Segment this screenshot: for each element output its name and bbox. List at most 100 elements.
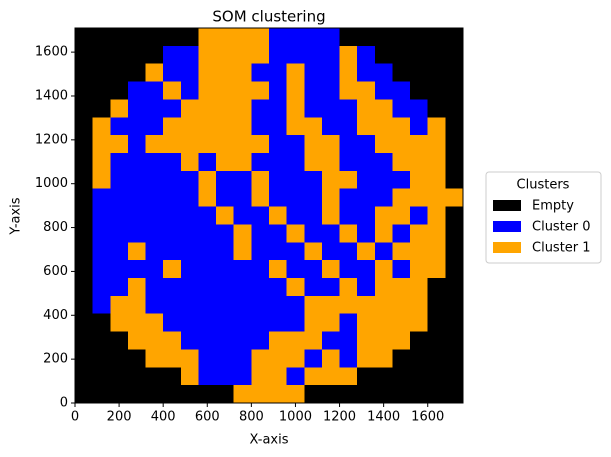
cell: [269, 170, 288, 190]
cell: [251, 331, 270, 350]
cell: [251, 28, 270, 47]
cell: [392, 63, 411, 83]
cell: [110, 99, 129, 118]
cell: [392, 170, 411, 190]
cell: [233, 278, 252, 297]
cell: [110, 349, 129, 368]
cell: [110, 81, 129, 100]
cell: [127, 153, 147, 172]
cell: [269, 313, 288, 333]
cell: [445, 63, 464, 83]
cell: [269, 63, 288, 83]
cell: [321, 206, 341, 225]
cell: [445, 170, 464, 190]
cell: [163, 313, 182, 333]
cell: [92, 224, 111, 243]
cell: [251, 170, 270, 190]
cell: [163, 45, 182, 65]
cell: [251, 188, 270, 208]
cell: [410, 349, 429, 368]
cell: [92, 295, 111, 315]
cell: [180, 206, 199, 225]
cell: [445, 367, 464, 386]
cell: [304, 295, 323, 315]
cell: [180, 385, 199, 404]
cell: [75, 367, 94, 386]
cell: [92, 45, 111, 65]
plot-frame: [74, 27, 464, 404]
cell: [92, 367, 111, 386]
cell: [145, 135, 164, 154]
cell: [251, 367, 270, 386]
cell: [321, 295, 341, 315]
legend-swatch: [493, 221, 521, 232]
cell: [339, 63, 358, 83]
cell: [92, 117, 111, 136]
cell: [304, 63, 323, 83]
cell: [374, 278, 393, 297]
cell: [427, 295, 446, 315]
cell: [216, 117, 235, 136]
cell: [127, 385, 147, 404]
cell: [216, 349, 235, 368]
cell: [269, 260, 288, 279]
cell: [216, 135, 235, 154]
cell: [269, 385, 288, 404]
cell: [163, 224, 182, 243]
cell: [321, 63, 341, 83]
cell: [427, 135, 446, 154]
x-tick-label: 800: [239, 410, 264, 425]
cell: [145, 188, 164, 208]
legend-label: Cluster 1: [532, 241, 591, 256]
cell: [180, 81, 199, 100]
cell: [321, 117, 341, 136]
cell: [216, 28, 235, 47]
cell: [92, 206, 111, 225]
cell: [392, 188, 411, 208]
cell: [251, 99, 270, 118]
cell: [233, 28, 252, 47]
cell: [357, 260, 376, 279]
cell: [304, 117, 323, 136]
cell: [374, 260, 393, 279]
cell: [145, 117, 164, 136]
cell: [410, 99, 429, 118]
cell: [163, 99, 182, 118]
cell: [427, 349, 446, 368]
cell: [110, 367, 129, 386]
cell: [286, 188, 305, 208]
cell: [198, 242, 217, 261]
cell: [286, 99, 305, 118]
cell: [321, 278, 341, 297]
cell: [427, 45, 446, 65]
cell: [251, 349, 270, 368]
cell: [321, 260, 341, 279]
cell: [110, 295, 129, 315]
cell: [410, 295, 429, 315]
cell: [286, 367, 305, 386]
cell: [233, 99, 252, 118]
cell: [269, 28, 288, 47]
cell: [251, 45, 270, 65]
cell: [445, 153, 464, 172]
cell: [374, 188, 393, 208]
cell: [410, 260, 429, 279]
cell: [445, 99, 464, 118]
cell: [127, 331, 147, 350]
cell: [427, 99, 446, 118]
cell: [92, 135, 111, 154]
cell: [321, 224, 341, 243]
cell: [75, 349, 94, 368]
cell: [233, 170, 252, 190]
cell: [392, 117, 411, 136]
cell: [163, 206, 182, 225]
cell: [392, 206, 411, 225]
cell: [374, 367, 393, 386]
cell: [180, 349, 199, 368]
cell: [233, 349, 252, 368]
cell: [233, 206, 252, 225]
cell: [198, 385, 217, 404]
cell: [163, 331, 182, 350]
cell: [445, 313, 464, 333]
